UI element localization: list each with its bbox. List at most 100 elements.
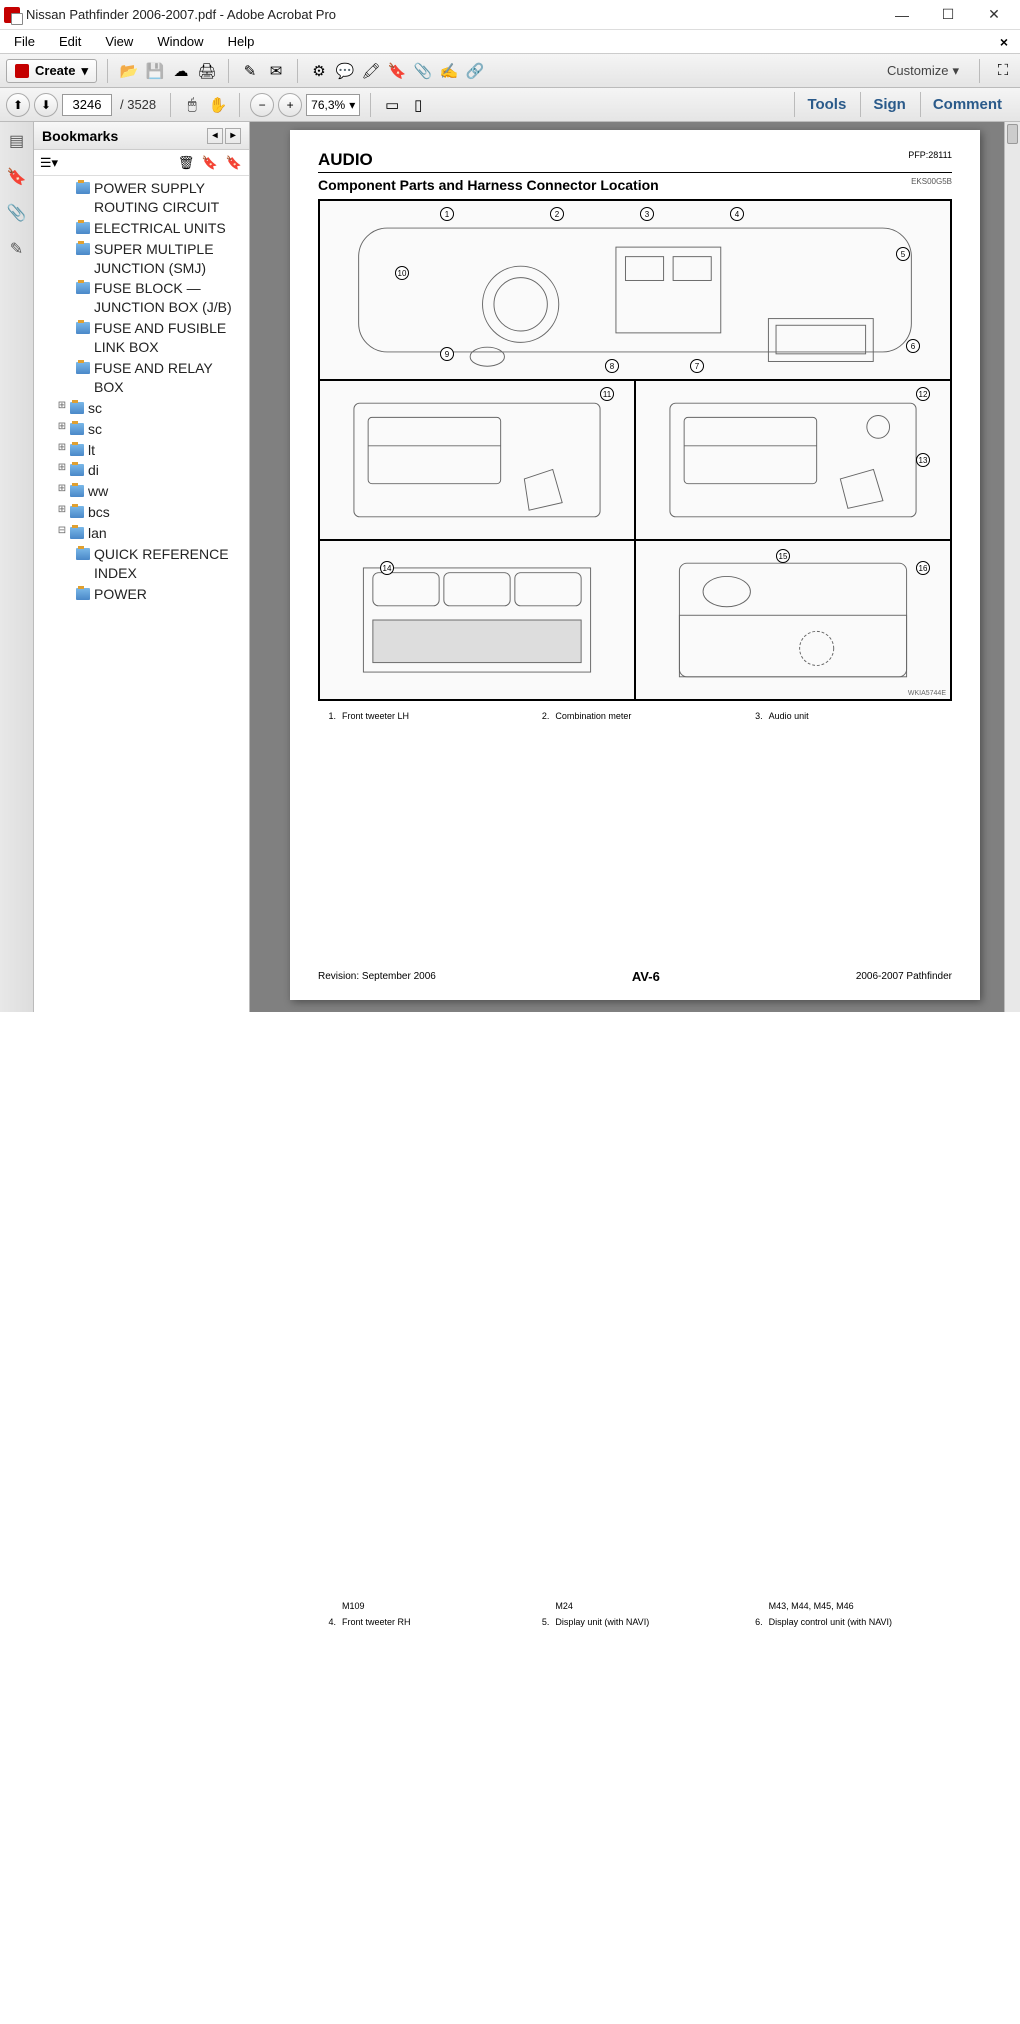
main-toolbar: Create ▾ 📂 💾 ☁ 🖨 ✎ ✉ ⚙ 💬 🖍 🔖 📎 ✍ 🔗 Custo…	[0, 54, 1020, 88]
signatures-icon[interactable]: ✎	[6, 238, 28, 260]
bookmarks-icon[interactable]: 🔖	[6, 166, 28, 188]
highlight-icon[interactable]: 🖍	[360, 60, 382, 82]
part-number: 2.	[531, 711, 549, 1611]
scrollbar-thumb[interactable]	[1007, 124, 1018, 144]
fullscreen-icon[interactable]: ⛶	[992, 60, 1014, 82]
pdf-page: AUDIO PFP:28111 Component Parts and Harne…	[290, 130, 980, 1000]
part-number: 6.	[745, 1617, 763, 2024]
bookmarks-title: Bookmarks	[42, 128, 118, 144]
thumbnails-icon[interactable]: ▤	[6, 130, 28, 152]
stamp-icon[interactable]: 🔖	[386, 60, 408, 82]
menu-window[interactable]: Window	[147, 32, 213, 51]
subsection-title: Component Parts and Harness Connector Lo…	[318, 177, 659, 193]
part-desc: Display control unit (with NAVI)M94, M95	[769, 1617, 952, 2024]
bookmark-item[interactable]: ELECTRICAL UNITS	[38, 218, 249, 239]
page-toolbar: ⬆ ⬇ / 3528 🖱 ✋ − + 76,3% ▾ ▭ ▯ Tools Sig…	[0, 88, 1020, 122]
window-title: Nissan Pathfinder 2006-2007.pdf - Adobe …	[26, 7, 888, 22]
page-down-button[interactable]: ⬇	[34, 93, 58, 117]
bookmarks-header: Bookmarks ◂ ▸	[34, 122, 249, 150]
create-icon	[15, 64, 29, 78]
part-number: 3.	[745, 711, 763, 1611]
bookmark-item[interactable]: QUICK REFERENCE INDEX	[38, 544, 249, 584]
footer-revision: Revision: September 2006	[318, 971, 436, 982]
bm-delete-icon[interactable]: 🗑	[177, 154, 195, 172]
sign-icon[interactable]: ✍	[438, 60, 460, 82]
chevron-down-icon: ▾	[952, 63, 959, 79]
minimize-button[interactable]: —	[888, 5, 916, 25]
sign-link[interactable]: Sign	[860, 92, 918, 117]
bookmark-item[interactable]: FUSE BLOCK — JUNCTION BOX (J/B)	[38, 278, 249, 318]
bookmark-item[interactable]: ⊞ww	[38, 481, 249, 502]
bookmark-item[interactable]: FUSE AND FUSIBLE LINK BOX	[38, 318, 249, 358]
fit-width-icon[interactable]: ▯	[407, 94, 429, 116]
scrollbar[interactable]	[1004, 122, 1020, 1012]
bookmark-item[interactable]: ⊞sc	[38, 398, 249, 419]
zoom-select[interactable]: 76,3% ▾	[306, 94, 360, 116]
title-bar: Nissan Pathfinder 2006-2007.pdf - Adobe …	[0, 0, 1020, 30]
bookmark-item[interactable]: ⊞sc	[38, 419, 249, 440]
open-icon[interactable]: 📂	[118, 60, 140, 82]
bm-next-icon[interactable]: ▸	[225, 128, 241, 144]
hand-tool-icon[interactable]: ✋	[207, 94, 229, 116]
create-label: Create	[35, 63, 75, 78]
bookmark-item[interactable]: ⊞bcs	[38, 502, 249, 523]
menu-bar: File Edit View Window Help ×	[0, 30, 1020, 54]
bm-new2-icon[interactable]: 🔖	[225, 154, 243, 172]
diagram-code: WKIA5744E	[908, 690, 946, 697]
bookmark-item[interactable]: ⊞di	[38, 460, 249, 481]
zoom-out-button[interactable]: −	[250, 93, 274, 117]
section-title: AUDIO	[318, 150, 373, 170]
customize-button[interactable]: Customize ▾	[879, 60, 967, 82]
bm-options-icon[interactable]: ☰▾	[40, 154, 58, 172]
bookmark-item[interactable]: ⊟lan	[38, 523, 249, 544]
gear-icon[interactable]: ⚙	[308, 60, 330, 82]
bm-new-icon[interactable]: 🔖	[201, 154, 219, 172]
tools-link[interactable]: Tools	[794, 92, 858, 117]
comment-link[interactable]: Comment	[920, 92, 1014, 117]
customize-label: Customize	[887, 63, 948, 78]
create-button[interactable]: Create ▾	[6, 59, 97, 83]
zoom-in-button[interactable]: +	[278, 93, 302, 117]
bookmarks-panel: Bookmarks ◂ ▸ ☰▾ 🗑 🔖 🔖 POWER SUPPLY ROUT…	[34, 122, 250, 1012]
bookmark-item[interactable]: POWER SUPPLY ROUTING CIRCUIT	[38, 178, 249, 218]
menu-edit[interactable]: Edit	[49, 32, 91, 51]
page-number-input[interactable]	[62, 94, 112, 116]
page-up-button[interactable]: ⬆	[6, 93, 30, 117]
menu-file[interactable]: File	[4, 32, 45, 51]
section-code: PFP:28111	[908, 150, 952, 170]
edit-icon[interactable]: ✎	[239, 60, 261, 82]
bookmark-item[interactable]: ⊞lt	[38, 440, 249, 461]
bookmark-item[interactable]: FUSE AND RELAY BOX	[38, 358, 249, 398]
fit-page-icon[interactable]: ▭	[381, 94, 403, 116]
comment-icon[interactable]: 💬	[334, 60, 356, 82]
menu-view[interactable]: View	[95, 32, 143, 51]
document-view[interactable]: AUDIO PFP:28111 Component Parts and Harne…	[250, 122, 1020, 1012]
menu-help[interactable]: Help	[218, 32, 265, 51]
maximize-button[interactable]: ☐	[934, 5, 962, 25]
page-total-label: / 3528	[120, 97, 156, 112]
select-tool-icon[interactable]: 🖱	[181, 94, 203, 116]
part-number: 4.	[318, 1617, 336, 2024]
footer-model: 2006-2007 Pathfinder	[856, 971, 952, 982]
part-number: 1.	[318, 711, 336, 1611]
close-doc-button[interactable]: ×	[992, 32, 1016, 52]
bookmarks-tree: POWER SUPPLY ROUTING CIRCUIT ELECTRICAL …	[34, 176, 249, 1012]
attach-icon[interactable]: 📎	[412, 60, 434, 82]
close-button[interactable]: ✕	[980, 5, 1008, 25]
save-icon[interactable]: 💾	[144, 60, 166, 82]
bm-prev-icon[interactable]: ◂	[207, 128, 223, 144]
part-desc: Combination meterM24	[555, 711, 738, 1611]
link-icon[interactable]: 🔗	[464, 60, 486, 82]
bookmark-item[interactable]: POWER	[38, 584, 249, 605]
print-icon[interactable]: 🖨	[196, 60, 218, 82]
page-footer: Revision: September 2006 AV-6 2006-2007 …	[318, 969, 952, 984]
attachments-icon[interactable]: 📎	[6, 202, 28, 224]
cloud-icon[interactable]: ☁	[170, 60, 192, 82]
zoom-value: 76,3%	[311, 98, 345, 112]
bookmark-item[interactable]: SUPER MULTIPLE JUNCTION (SMJ)	[38, 239, 249, 279]
chevron-down-icon: ▾	[349, 98, 355, 112]
part-desc: Front tweeter LHM109	[342, 711, 525, 1611]
part-desc: Audio unitM43, M44, M45, M46	[769, 711, 952, 1611]
subsection-code: EKS00G5B	[911, 177, 952, 193]
mail-icon[interactable]: ✉	[265, 60, 287, 82]
